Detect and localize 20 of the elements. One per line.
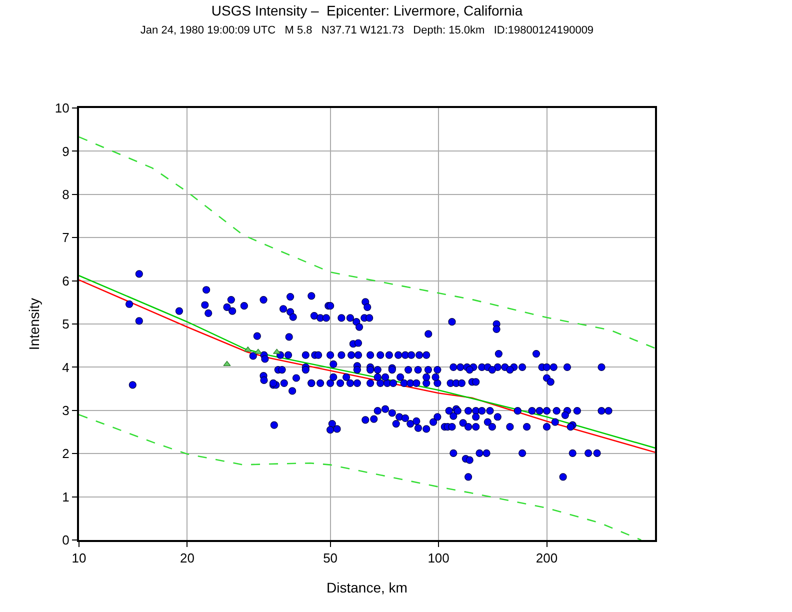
y-tick-label: 6 (62, 273, 70, 288)
y-tick-label: 7 (62, 230, 70, 246)
x-tick-label: 20 (180, 550, 194, 566)
y-tick-label: 3 (62, 402, 70, 418)
chart-title: USGS Intensity – Epicenter: Livermore, California (211, 2, 523, 18)
x-tick-label: 100 (428, 550, 450, 566)
x-tick-label: 50 (323, 550, 338, 566)
y-tick-label: 0 (62, 532, 70, 548)
x-tick-label: 10 (72, 550, 86, 566)
y-tick-label: 9 (62, 144, 70, 159)
y-tick-label: 10 (54, 100, 70, 116)
x-axis-title: Distance, km (326, 579, 408, 596)
y-tick-label: 8 (62, 186, 70, 202)
y-tick-label: 1 (62, 489, 70, 504)
chart-subtitle: Jan 24, 1980 19:00:09 UTC M 5.8 N37.71 W121.73 Depth: 15.0km ID:19800124190009 (140, 24, 594, 36)
x-tick-label: 200 (536, 550, 558, 566)
y-tick-label: 4 (62, 360, 70, 375)
y-axis-title: Intensity (26, 298, 42, 350)
y-tick-label: 5 (62, 316, 70, 332)
y-tick-label: 2 (62, 446, 70, 462)
